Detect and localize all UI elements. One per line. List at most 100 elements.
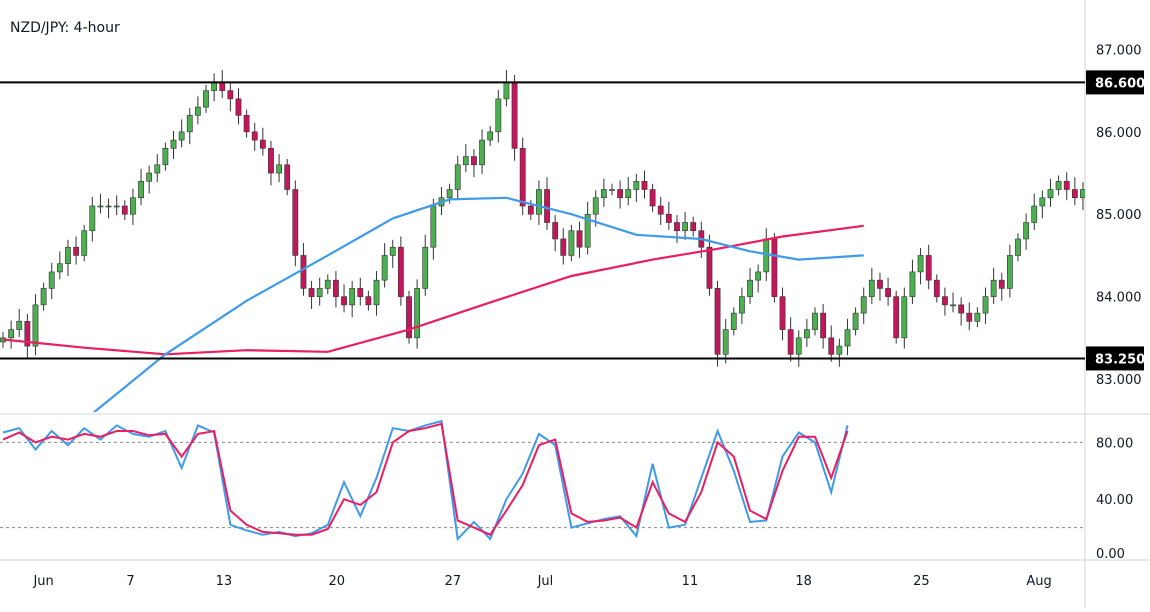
- candle: [868, 267, 875, 305]
- candle: [617, 180, 624, 209]
- candle-body: [284, 164, 291, 190]
- candle: [146, 165, 153, 194]
- candle-body: [1023, 222, 1030, 240]
- level-label: 86.600: [1095, 76, 1145, 91]
- candle-body: [324, 279, 331, 289]
- time-tick-label: Aug: [1026, 574, 1051, 589]
- candle: [154, 154, 161, 183]
- candle: [998, 272, 1005, 301]
- candle-body: [373, 279, 380, 306]
- candle: [1071, 177, 1078, 206]
- candle-body: [552, 222, 559, 240]
- candle: [48, 262, 55, 300]
- candle: [178, 119, 185, 148]
- candle-body: [162, 148, 169, 166]
- candle: [803, 318, 810, 347]
- candle: [714, 280, 721, 367]
- candle-body: [1055, 180, 1062, 190]
- candle-body: [682, 222, 688, 232]
- candle-body: [211, 82, 218, 91]
- candle: [333, 271, 339, 308]
- candle: [730, 307, 737, 336]
- candle: [219, 70, 226, 99]
- candle: [373, 271, 380, 316]
- candle-body: [471, 156, 477, 166]
- candle: [40, 282, 47, 311]
- candle-body: [885, 288, 891, 297]
- candle-body: [48, 271, 55, 289]
- candle-body: [316, 288, 323, 297]
- candle-body: [203, 90, 209, 108]
- candle: [552, 215, 559, 252]
- candle: [16, 309, 23, 338]
- candle-body: [990, 279, 997, 297]
- candle: [422, 234, 429, 296]
- candle: [130, 188, 136, 225]
- candle-body: [974, 312, 981, 322]
- candle-body: [958, 304, 965, 314]
- candle-body: [487, 131, 494, 141]
- candle: [755, 264, 762, 293]
- candle: [414, 279, 421, 349]
- candle: [1088, 179, 1093, 232]
- candle: [292, 180, 299, 267]
- price-axis-ticks: 83.000 84.000 85.000 86.000 87.000: [1096, 43, 1142, 388]
- candle-body: [1006, 255, 1013, 289]
- candle-body: [227, 90, 234, 100]
- candle-body: [73, 246, 79, 256]
- candle-body: [625, 189, 632, 199]
- candle: [674, 215, 680, 244]
- candle-body: [1063, 180, 1070, 190]
- candle: [739, 287, 745, 324]
- candle-body: [276, 164, 282, 174]
- stoch-tick-label: 80.00: [1096, 436, 1133, 451]
- candle-body: [820, 312, 827, 339]
- candle-body: [795, 337, 802, 355]
- candle: [925, 244, 932, 290]
- price-tick-label: 85.000: [1096, 208, 1142, 223]
- candle: [162, 142, 169, 171]
- candle: [917, 248, 924, 285]
- time-tick-label: 27: [445, 574, 462, 589]
- candle-body: [1088, 190, 1093, 223]
- candle-body: [925, 255, 932, 281]
- candle: [990, 267, 997, 305]
- candle: [121, 200, 128, 221]
- candle: [324, 274, 331, 295]
- candle-body: [32, 304, 39, 347]
- candle: [877, 272, 883, 301]
- candle: [113, 195, 120, 216]
- candle-body: [146, 172, 153, 182]
- candle: [901, 287, 908, 349]
- candle: [958, 297, 965, 326]
- candle: [1055, 175, 1062, 196]
- candle: [397, 236, 404, 306]
- candle: [560, 228, 567, 265]
- candle-body: [422, 246, 429, 289]
- candle-body: [495, 98, 502, 133]
- candle-body: [536, 189, 542, 215]
- candle: [357, 277, 364, 306]
- candle-body: [268, 148, 274, 174]
- stoch-tick-label: 0.00: [1096, 547, 1125, 562]
- candle-body: [308, 288, 315, 297]
- candle: [1047, 178, 1054, 207]
- price-tick-label: 83.000: [1096, 373, 1142, 388]
- candle-body: [243, 115, 250, 133]
- candle-body: [909, 271, 916, 297]
- time-tick-label: 13: [216, 574, 233, 589]
- candle: [81, 224, 88, 262]
- candle: [284, 159, 291, 196]
- candle: [211, 73, 218, 102]
- candle-body: [406, 296, 412, 339]
- stoch-k-line: [2, 419, 849, 542]
- candle-body: [600, 189, 607, 199]
- candle: [308, 280, 315, 309]
- candle-body: [641, 180, 648, 190]
- candle: [649, 183, 656, 212]
- candle-body: [89, 205, 96, 232]
- candle-body: [1047, 189, 1054, 199]
- time-tick-label: Jul: [537, 574, 554, 589]
- candle-body: [81, 230, 88, 256]
